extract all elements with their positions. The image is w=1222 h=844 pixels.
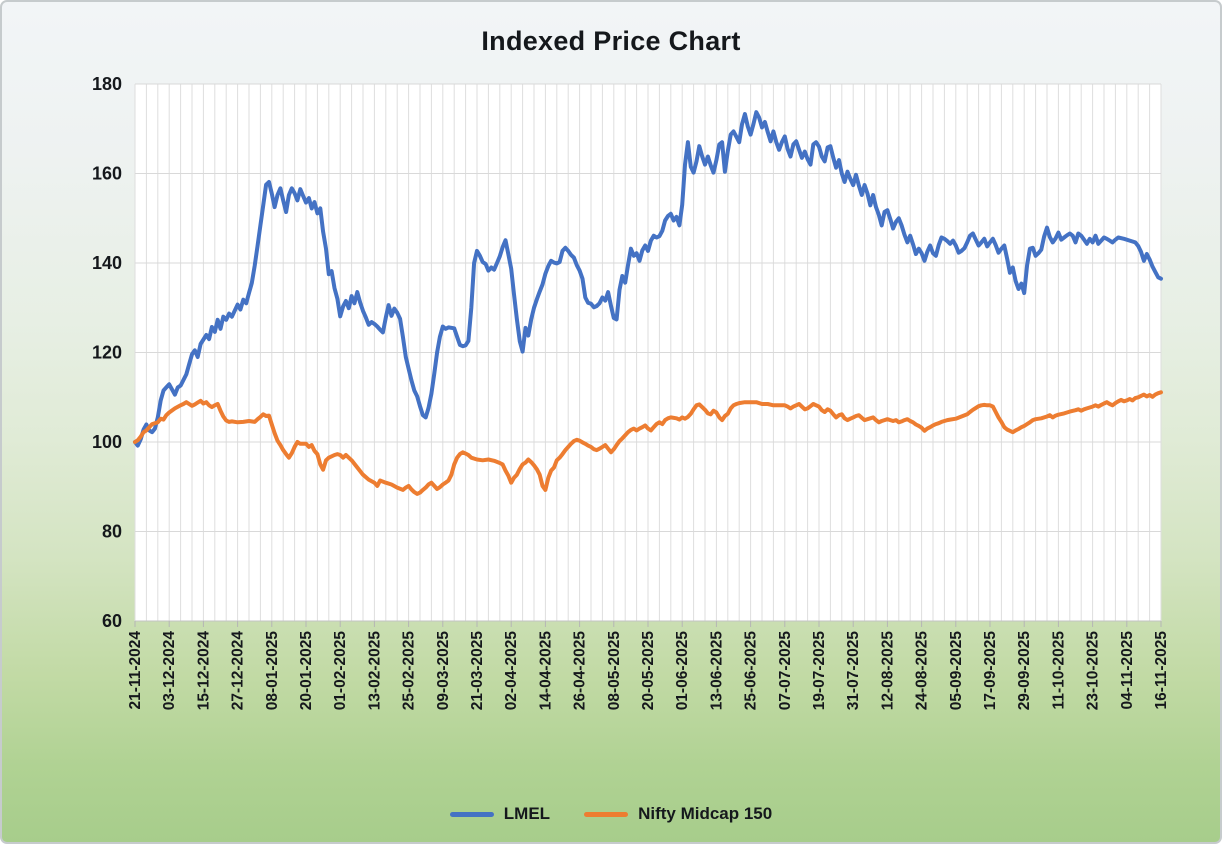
legend-item-nifty-midcap-150: Nifty Midcap 150 (584, 804, 772, 824)
legend-label-nifty-midcap: Nifty Midcap 150 (638, 804, 773, 823)
x-tick-label: 07-07-2025 (777, 631, 794, 711)
lmel-line-swatch-icon (449, 811, 494, 817)
chart-legend: LMEL Nifty Midcap 150 (2, 804, 1220, 824)
x-tick-label: 01-06-2025 (674, 631, 691, 711)
y-tick-label: 180 (92, 74, 122, 94)
x-tick-label: 21-11-2024 (127, 631, 144, 710)
x-tick-label: 23-10-2025 (1085, 631, 1102, 711)
x-tick-label: 15-12-2024 (195, 631, 212, 711)
x-tick-label: 25-02-2025 (401, 631, 418, 711)
y-tick-label: 60 (102, 611, 122, 631)
legend-label-lmel: LMEL (503, 804, 551, 823)
x-tick-label: 11-10-2025 (1050, 631, 1067, 710)
x-tick-label: 09-03-2025 (435, 631, 452, 711)
nifty-midcap-line-swatch-icon (584, 811, 629, 817)
x-tick-label: 19-07-2025 (811, 631, 828, 711)
x-tick-label: 20-01-2025 (298, 631, 315, 711)
y-tick-label: 100 (92, 432, 122, 452)
x-tick-label: 16-11-2025 (1153, 631, 1170, 710)
x-tick-label: 21-03-2025 (469, 631, 486, 711)
x-tick-label: 08-01-2025 (264, 631, 281, 711)
x-tick-label: 14-04-2025 (537, 631, 554, 711)
x-tick-label: 13-02-2025 (366, 631, 383, 711)
x-tick-label: 27-12-2024 (230, 631, 247, 711)
x-tick-label: 25-06-2025 (743, 631, 760, 711)
x-tick-label: 03-12-2024 (161, 631, 178, 711)
x-tick-label: 13-06-2025 (708, 631, 725, 711)
x-tick-label: 08-05-2025 (606, 631, 623, 711)
x-tick-label: 04-11-2025 (1119, 631, 1136, 710)
y-tick-label: 120 (92, 343, 122, 363)
x-tick-label: 05-09-2025 (948, 631, 965, 711)
x-tick-label: 24-08-2025 (914, 631, 931, 711)
x-tick-label: 01-02-2025 (332, 631, 349, 711)
y-tick-label: 160 (92, 164, 122, 184)
x-tick-label: 12-08-2025 (879, 631, 896, 711)
y-tick-label: 80 (102, 522, 122, 542)
chart-title: Indexed Price Chart (481, 26, 741, 56)
x-tick-label: 02-04-2025 (503, 631, 520, 711)
series-line-lmel (133, 110, 1163, 448)
x-tick-label: 26-04-2025 (572, 631, 589, 711)
legend-item-lmel: LMEL (449, 804, 551, 824)
series-line-nifty-midcap-150 (133, 390, 1163, 496)
x-tick-label: 20-05-2025 (640, 631, 657, 711)
x-tick-label: 29-09-2025 (1016, 631, 1033, 711)
x-tick-label: 31-07-2025 (845, 631, 862, 711)
y-tick-label: 140 (92, 253, 122, 273)
x-tick-label: 17-09-2025 (982, 631, 999, 711)
